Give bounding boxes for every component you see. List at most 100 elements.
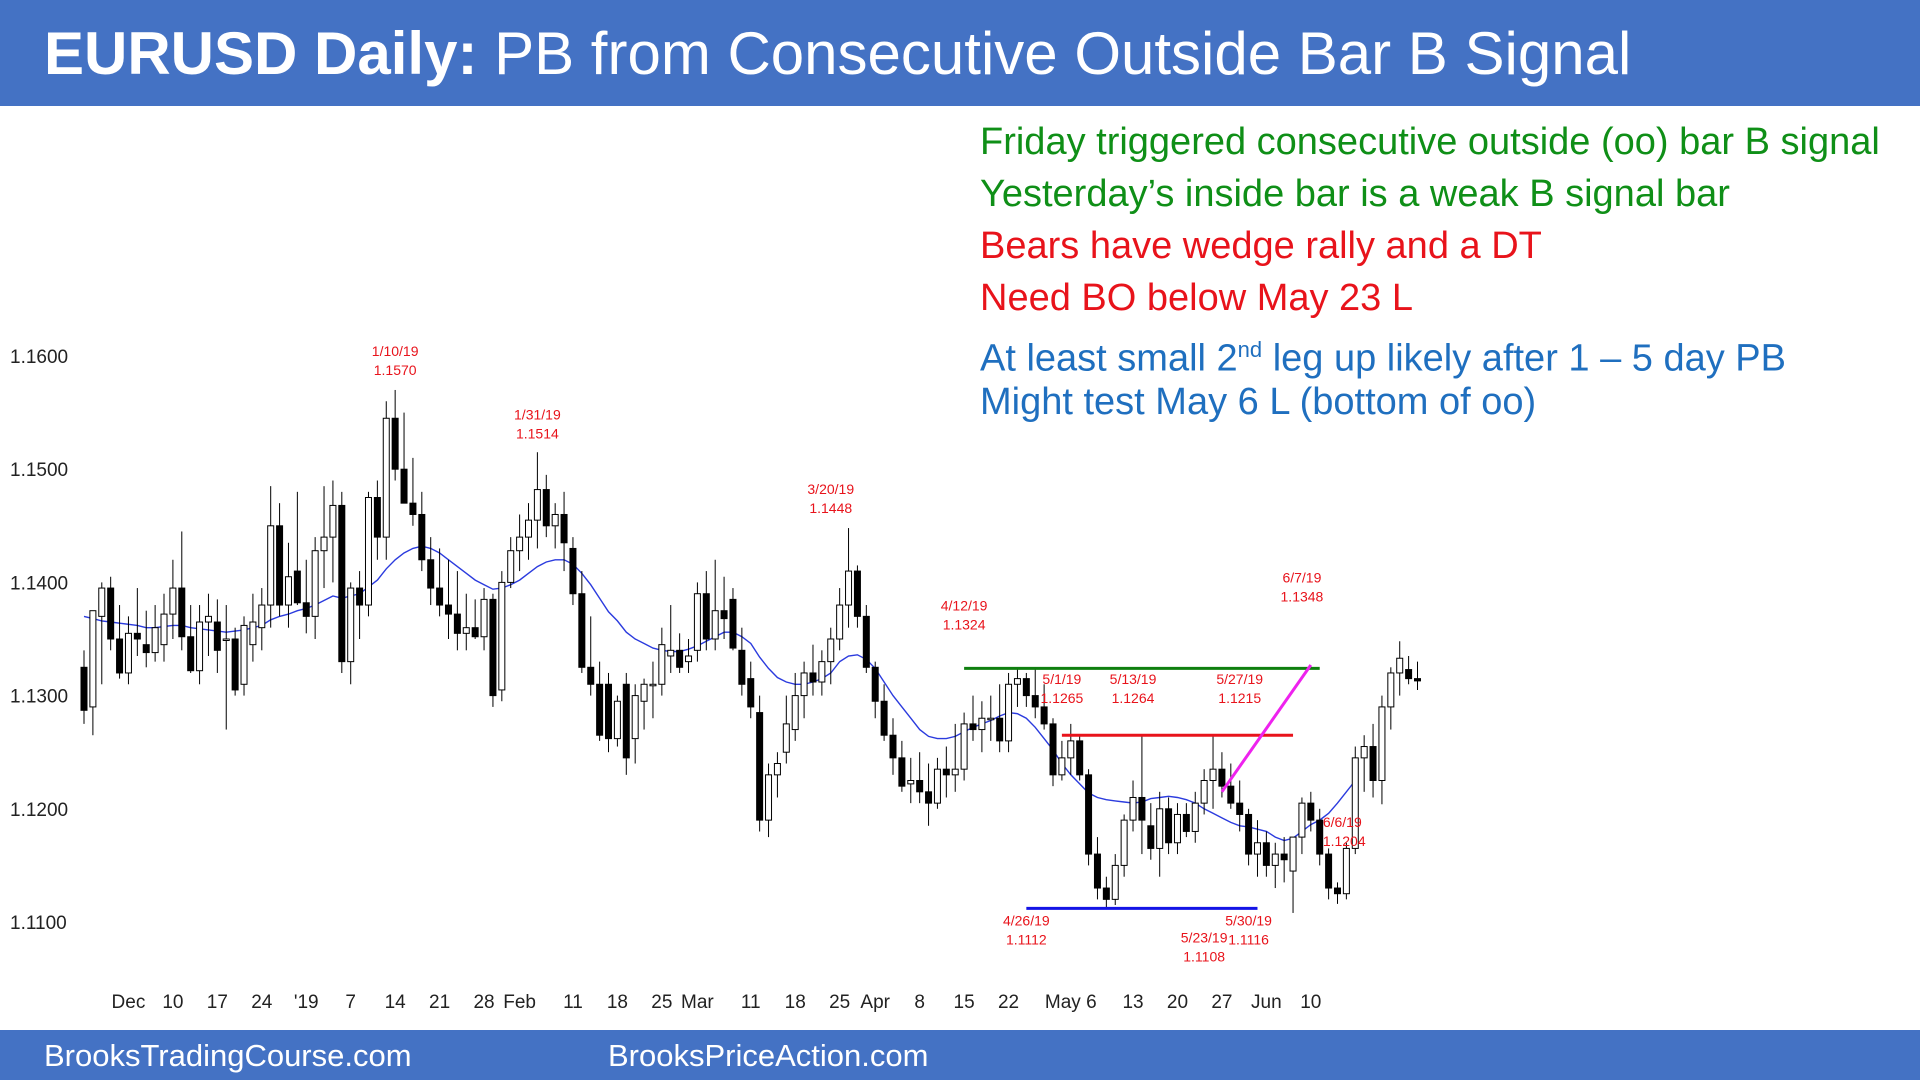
candle-body — [169, 587, 177, 615]
candle-body — [1236, 802, 1244, 815]
candle-body — [1173, 813, 1181, 844]
x-tick-label: Dec — [112, 992, 146, 1013]
x-tick-label: 8 — [914, 992, 925, 1013]
candle-body — [791, 695, 799, 731]
candle-body — [596, 683, 604, 736]
candle-body — [613, 700, 621, 740]
candle-body — [1245, 813, 1253, 855]
x-tick-label: 24 — [251, 992, 273, 1013]
candle-body — [1111, 864, 1119, 900]
candle-body — [1005, 683, 1013, 742]
candle-body — [827, 638, 835, 663]
candle-body — [1120, 819, 1128, 866]
candle-body — [1156, 808, 1164, 849]
candle-body — [1182, 813, 1190, 832]
candle-body — [605, 683, 613, 740]
x-tick-label: 11 — [563, 992, 583, 1013]
candle-body — [142, 644, 150, 654]
candle-body — [480, 598, 488, 638]
candle-body — [124, 632, 132, 674]
candle-body — [1218, 768, 1226, 787]
x-tick-label: 21 — [429, 992, 450, 1013]
candle-body — [276, 525, 284, 606]
candle-body — [658, 644, 666, 685]
candle-body — [489, 598, 497, 697]
annotation-date: 5/30/19 — [1225, 912, 1272, 928]
candle-body — [818, 661, 826, 683]
candle-body — [1058, 757, 1066, 776]
candle-body — [356, 587, 364, 606]
annotation-price: 1.1570 — [374, 362, 417, 378]
candle-body — [853, 570, 861, 617]
candle-body — [231, 638, 239, 691]
x-tick-label: Jun — [1251, 992, 1282, 1013]
candle-body — [800, 672, 808, 697]
candle-body — [107, 587, 115, 640]
candle-body — [1209, 768, 1217, 781]
candle-body — [551, 513, 559, 527]
commentary-line: Friday triggered consecutive outside (oo… — [980, 120, 1880, 164]
candle-body — [782, 723, 790, 753]
candle-body — [293, 570, 301, 604]
candle-body — [1129, 796, 1137, 821]
x-tick-label: '19 — [294, 992, 319, 1013]
annotation-date: 4/12/19 — [941, 598, 988, 614]
title-description: PB from Consecutive Outside Bar B Signal — [494, 20, 1632, 87]
candle-body — [809, 672, 817, 683]
candle-body — [960, 723, 968, 770]
footer-center-url[interactable]: BrooksPriceAction.com — [608, 1038, 929, 1073]
x-tick-label: 11 — [741, 992, 761, 1013]
candle-body — [364, 497, 372, 606]
x-tick-label: 17 — [207, 992, 228, 1013]
candle-body — [1165, 808, 1173, 844]
commentary-text: Bears have wedge rally and a DT — [980, 225, 1542, 267]
x-tick-label: 7 — [345, 992, 356, 1013]
annotation-date: 5/23/19 — [1181, 929, 1228, 945]
x-tick-label: Mar — [681, 992, 714, 1013]
candle-body — [542, 489, 550, 527]
candle-body — [258, 604, 266, 629]
annotation-date: 4/26/19 — [1003, 912, 1050, 928]
x-tick-label: 18 — [607, 992, 628, 1013]
annotation-date: 1/10/19 — [372, 343, 419, 359]
candle-body — [1227, 785, 1235, 804]
candle-body — [533, 489, 541, 521]
candle-body — [347, 587, 355, 663]
annotation-date: 6/6/19 — [1323, 814, 1362, 830]
candle-body — [1271, 853, 1279, 866]
annotation-price: 1.1116 — [1228, 931, 1269, 947]
y-tick-label: 1.1200 — [10, 800, 68, 821]
commentary-line: Yesterday’s inside bar is a weak B signa… — [980, 172, 1730, 216]
y-tick-label: 1.1100 — [10, 913, 67, 934]
commentary-superscript: nd — [1237, 337, 1263, 362]
candle-body — [622, 683, 630, 759]
x-tick-label: Apr — [860, 992, 890, 1013]
candle-body — [436, 587, 444, 606]
annotation-date: 6/7/19 — [1282, 569, 1321, 585]
candle-body — [1307, 802, 1315, 821]
candle-body — [569, 547, 577, 595]
candle-body — [1253, 842, 1261, 855]
footer-left-url[interactable]: BrooksTradingCourse.com — [44, 1038, 412, 1073]
candle-body — [391, 417, 399, 470]
x-tick-label: 22 — [998, 992, 1019, 1013]
candle-body — [1200, 780, 1208, 804]
candle-body — [756, 712, 764, 821]
x-tick-label: 15 — [954, 992, 975, 1013]
candle-body — [1405, 669, 1413, 680]
candle-body — [1396, 657, 1404, 674]
annotation-date: 1/31/19 — [514, 406, 561, 422]
x-tick-label: 27 — [1211, 992, 1232, 1013]
candle-body — [311, 550, 319, 617]
candle-body — [951, 768, 959, 776]
candle-body — [1342, 847, 1350, 895]
candle-body — [631, 695, 639, 740]
candle-body — [676, 649, 684, 668]
candle-body — [738, 649, 746, 685]
candle-body — [1280, 853, 1288, 861]
candle-body — [1414, 678, 1421, 682]
x-tick-label: 13 — [1122, 992, 1143, 1013]
candle-body — [98, 587, 106, 617]
candle-body — [1387, 672, 1395, 708]
candle-body — [996, 717, 1004, 742]
